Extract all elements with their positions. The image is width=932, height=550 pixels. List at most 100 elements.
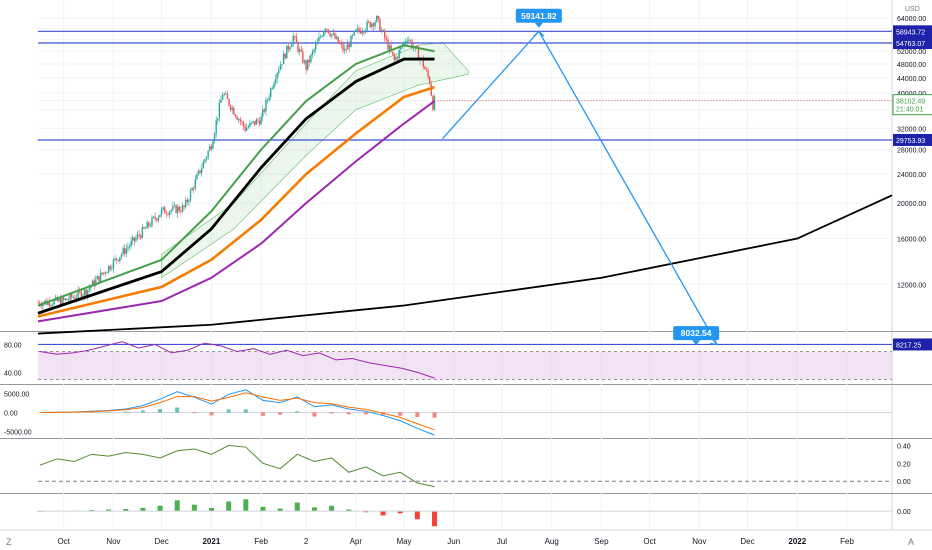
rsi-line [39, 341, 435, 379]
candle-body [425, 69, 428, 71]
candle-body [284, 53, 286, 59]
candle-body [157, 217, 160, 221]
candle-body [221, 94, 224, 100]
candle-body [345, 48, 347, 50]
candle-body [149, 225, 152, 227]
candle-body [266, 99, 269, 101]
candle-body [154, 216, 156, 219]
candle-body [374, 21, 376, 27]
candle-body [369, 22, 371, 28]
candle-body [417, 48, 420, 61]
oscillator-bar [380, 511, 386, 516]
price-tick-label: 48000.00 [897, 62, 926, 69]
candle-body [172, 205, 174, 210]
oscillator-bar [157, 505, 163, 512]
candle-body [302, 51, 304, 63]
macd-histogram-bar [312, 412, 317, 417]
candle-body [197, 170, 200, 175]
candle-body [422, 58, 424, 67]
candle-body [62, 297, 65, 301]
candle-body [209, 146, 211, 151]
timezone-button[interactable]: Z [6, 537, 12, 547]
candle-body [107, 266, 110, 273]
candle-body [350, 35, 352, 48]
time-tick-label: Dec [740, 537, 754, 546]
candle-body [91, 280, 94, 287]
time-tick-label: Apr [350, 537, 363, 546]
candle-body [311, 51, 314, 55]
candle-body [74, 297, 76, 299]
projection-label-box [515, 8, 562, 23]
candle-body [433, 96, 436, 110]
projection-label: 8032.54 [681, 328, 712, 338]
last-price-tag [892, 94, 932, 116]
candle-body [95, 279, 97, 286]
candle-body [258, 120, 261, 125]
candle-body [372, 23, 375, 27]
time-tick-label: Feb [254, 537, 268, 546]
ema-black-line [37, 57, 435, 315]
candle-body [80, 291, 83, 298]
time-tick-label: Oct [57, 537, 70, 546]
candle-body [146, 222, 148, 229]
candle-body [255, 119, 258, 125]
macd-histogram-bar [209, 412, 214, 416]
candle-body [257, 119, 259, 121]
candle-body [112, 259, 115, 269]
time-tick-label: Oct [643, 537, 656, 546]
candle-body [379, 18, 381, 32]
time-tick-label: Nov [692, 537, 706, 546]
candle-body [180, 210, 182, 212]
horizontal-level-label: 58943.72 [896, 29, 925, 36]
candle-body [358, 28, 360, 31]
time-tick-label: Feb [840, 537, 854, 546]
candle-body [290, 43, 293, 48]
macd-histogram-bar [346, 412, 351, 415]
horizontal-level-tag [893, 25, 932, 38]
macd-tick-label: -5000.00 [4, 429, 32, 436]
oscillator-bar [311, 507, 317, 512]
candle-body [58, 298, 60, 301]
candle-body [409, 40, 412, 42]
horizontal-level-tag [893, 37, 932, 50]
candle-body [48, 301, 50, 307]
macd-histogram-bar [243, 409, 248, 413]
time-tick-label: 2021 [202, 537, 220, 546]
candle-body [395, 57, 397, 60]
candle-body [228, 98, 230, 106]
candle-body [404, 41, 407, 43]
candle-body [114, 258, 116, 260]
candle-body [138, 234, 140, 236]
candle-body [295, 36, 298, 43]
candle-body [367, 21, 370, 23]
auto-scale-button[interactable]: A [908, 537, 915, 547]
candle-body [326, 29, 328, 30]
candle-body [162, 207, 164, 209]
time-tick-label: May [396, 537, 411, 546]
candle-body [376, 15, 378, 22]
candle-body [271, 88, 274, 89]
candle-body [260, 116, 262, 125]
candle-body [411, 40, 413, 48]
candle-body [144, 228, 147, 229]
candle-body [303, 60, 306, 63]
candle-body [59, 298, 62, 306]
candle-body [75, 297, 78, 299]
candle-body [398, 49, 400, 59]
price-tick-label: 12000.00 [897, 282, 926, 289]
macd-tick-label: 5000.00 [4, 392, 29, 399]
candle-body [85, 289, 87, 296]
candle-body [123, 248, 126, 254]
candle-body [286, 45, 288, 59]
candle-body [175, 205, 177, 214]
macd-histogram-bar [278, 412, 283, 415]
time-tick-label: Jul [497, 537, 507, 546]
candle-body [51, 304, 54, 306]
candle-body [278, 69, 280, 74]
candle-body [181, 205, 184, 212]
candle-body [270, 88, 272, 98]
oscillator-bar [243, 499, 249, 512]
candle-body [201, 168, 203, 173]
